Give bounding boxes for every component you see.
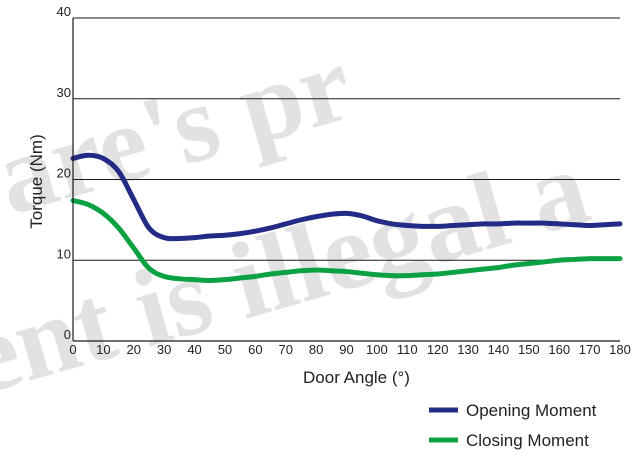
x-tick-label: 170 bbox=[579, 342, 601, 357]
x-tick-label: 70 bbox=[278, 342, 292, 357]
x-tick-label: 180 bbox=[609, 342, 631, 357]
series-line-closing-moment bbox=[70, 198, 623, 283]
axes bbox=[72, 18, 620, 342]
legend: Opening Moment Closing Moment bbox=[429, 401, 597, 450]
x-tick-label: 60 bbox=[248, 342, 262, 357]
y-tick-label: 10 bbox=[57, 246, 71, 261]
y-tick-label: 20 bbox=[57, 166, 71, 181]
y-tick-label: 30 bbox=[57, 85, 71, 100]
x-axis-title: Door Angle (°) bbox=[303, 368, 410, 387]
legend-label-closing-moment: Closing Moment bbox=[466, 431, 589, 450]
series-lines bbox=[70, 152, 623, 283]
x-tick-label: 80 bbox=[309, 342, 323, 357]
grid-lines bbox=[73, 17, 620, 261]
y-tick-labels: 0 10 20 30 40 bbox=[57, 4, 71, 342]
x-tick-label: 30 bbox=[157, 342, 171, 357]
x-tick-label: 20 bbox=[127, 342, 141, 357]
series-line-opening-moment bbox=[70, 152, 623, 242]
x-tick-label: 40 bbox=[187, 342, 201, 357]
legend-label-opening-moment: Opening Moment bbox=[466, 401, 597, 420]
x-tick-label: 0 bbox=[69, 342, 76, 357]
x-tick-label: 140 bbox=[488, 342, 510, 357]
y-tick-label: 40 bbox=[57, 4, 71, 19]
x-tick-labels: 0 10 20 30 40 50 60 70 80 90 100 110 120 130 140 150 160… bbox=[69, 342, 630, 357]
x-tick-label: 160 bbox=[548, 342, 570, 357]
y-tick-label: 0 bbox=[64, 327, 71, 342]
x-tick-label: 150 bbox=[518, 342, 540, 357]
x-tick-label: 100 bbox=[366, 342, 388, 357]
x-tick-label: 110 bbox=[397, 342, 418, 357]
x-tick-label: 10 bbox=[96, 342, 110, 357]
x-tick-label: 120 bbox=[427, 342, 449, 357]
x-tick-label: 50 bbox=[218, 342, 232, 357]
x-tick-label: 90 bbox=[339, 342, 353, 357]
y-axis-title: Torque (Nm) bbox=[27, 134, 46, 228]
x-tick-label: 130 bbox=[457, 342, 479, 357]
